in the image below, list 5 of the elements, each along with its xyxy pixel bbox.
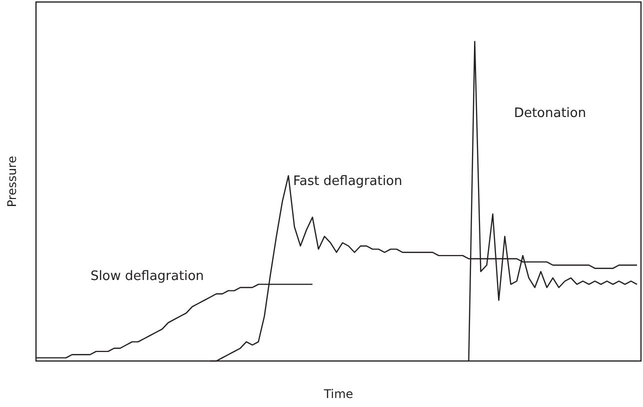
text: Detonation: [514, 106, 586, 121]
series-label: Slow deflagration: [90, 269, 204, 284]
x-axis-title: Time: [322, 387, 354, 401]
series-label: Fast deflagration: [293, 174, 402, 190]
y-axis-title: Pressure: [5, 156, 19, 208]
